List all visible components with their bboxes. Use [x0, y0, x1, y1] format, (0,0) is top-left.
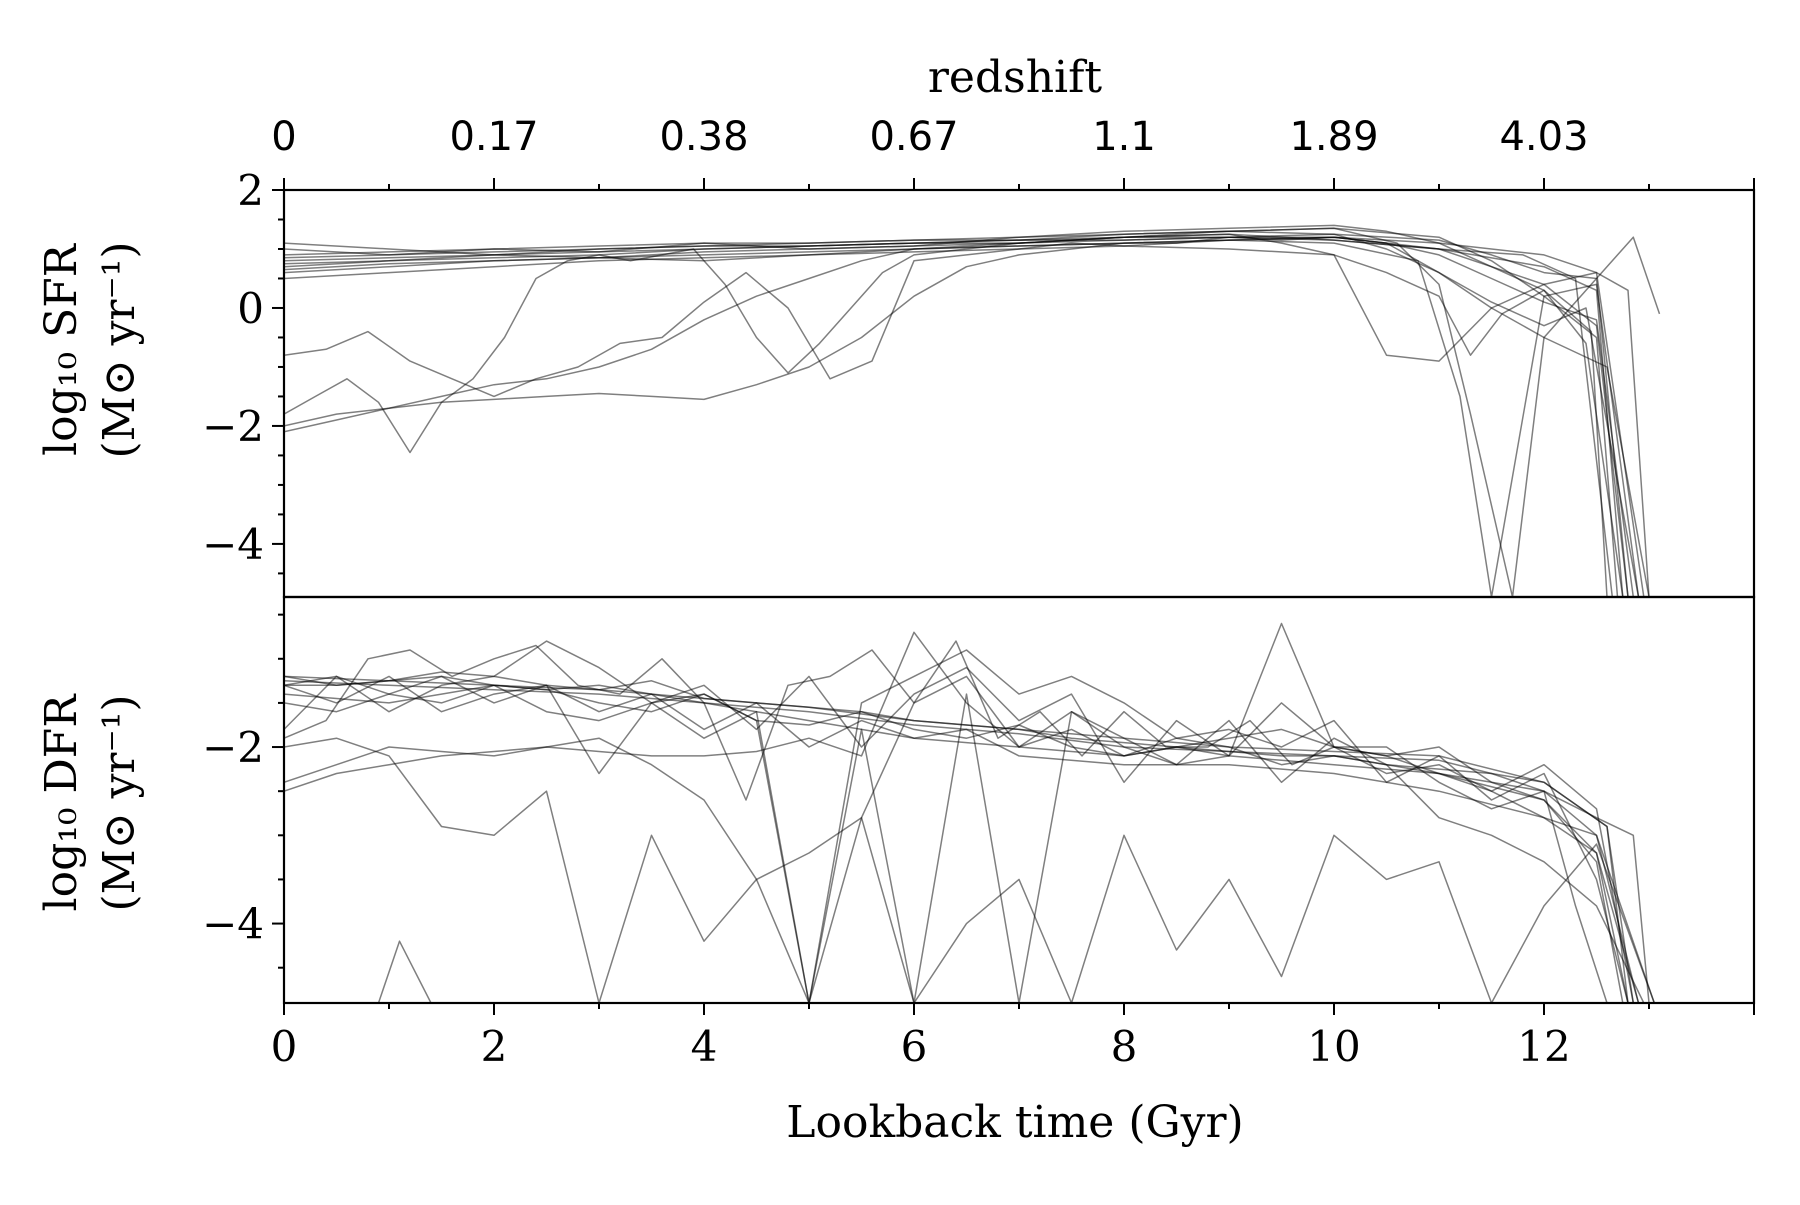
dfr-series-line-11: [284, 684, 1635, 1003]
sfr-series-line-6: [284, 236, 1650, 597]
redshift-tick-label: 4.03: [1499, 114, 1588, 160]
x-tick-label: 8: [1111, 1022, 1138, 1071]
dfr-series-line-10: [284, 675, 1624, 1003]
sfr-ylabel-line1: log₁₀ SFR: [36, 242, 87, 456]
sfr-series-line-5: [284, 236, 1635, 597]
dfr-series-line-12: [284, 675, 1645, 1003]
redshift-tick-label: 0.17: [449, 114, 538, 160]
dfr-series-line-6: [284, 649, 1629, 1003]
sfr-ylabel-line2: (M⊙ yr⁻¹): [94, 242, 145, 459]
sfr-series-line-8: [284, 230, 1640, 597]
x-tick-label: 6: [901, 1022, 928, 1071]
redshift-tick-label: 0.67: [869, 114, 958, 160]
sfr-series-line-14: [284, 236, 1608, 597]
redshift-tick-label: 0.38: [659, 114, 748, 160]
y-tick-label: 0: [237, 284, 264, 333]
dfr-panel: −2 −4: [202, 595, 1756, 1005]
y-tick-label: −4: [202, 900, 264, 949]
dfr-series-line-13: [284, 671, 1629, 1003]
x-tick-label: 0: [271, 1022, 298, 1071]
x-axis-label: Lookback time (Gyr): [786, 1097, 1243, 1148]
y-tick-label: −2: [202, 723, 264, 772]
y-axis-labels: log₁₀ SFR (M⊙ yr⁻¹) log₁₀ DFR (M⊙ yr⁻¹): [36, 242, 145, 912]
dfr-series-line-9: [284, 737, 1656, 1003]
series-group: [284, 622, 1656, 1003]
dfr-series-line-8: [284, 940, 1649, 1003]
series-group: [284, 224, 1661, 597]
y-tick-label: 2: [237, 166, 264, 215]
y-tick-label: −2: [202, 402, 264, 451]
dfr-series-line-14: [284, 622, 1608, 1003]
sfr-series-line-3: [284, 227, 1619, 597]
sfr-series-line-1: [284, 236, 1650, 597]
lookback-time-axis: 0 2 4 6 8 10 12: [271, 1003, 1755, 1071]
sfr-series-line-7: [284, 236, 1614, 597]
dfr-series-line-7: [284, 640, 1656, 1003]
redshift-tick-label: 1.89: [1289, 114, 1378, 160]
sfr-series-line-13: [284, 233, 1661, 315]
dfr-ylabel-line2: (M⊙ yr⁻¹): [94, 695, 145, 912]
y-tick-label: −4: [202, 520, 264, 569]
sfr-series-line-11: [284, 233, 1624, 597]
dfr-ylabel-line1: log₁₀ DFR: [36, 693, 87, 912]
redshift-tick-label: 0: [271, 114, 296, 160]
panel-frame: [282, 595, 1756, 1005]
sfr-series-line-9: [284, 224, 1629, 597]
x-tick-label: 2: [481, 1022, 508, 1071]
x-tick-label: 10: [1307, 1022, 1360, 1071]
dfr-series-line-3: [284, 675, 1629, 1003]
dfr-series-line-2: [284, 675, 1635, 1003]
sfr-series-line-10: [284, 245, 1645, 597]
x-tick-label: 12: [1517, 1022, 1570, 1071]
redshift-title: redshift: [928, 52, 1103, 103]
sfr-panel: 2 0 −2 −4: [202, 166, 1756, 599]
sfr-series-line-12: [284, 227, 1629, 597]
x-tick-label: 4: [691, 1022, 718, 1071]
sfr-series-line-4: [284, 239, 1640, 597]
redshift-tick-label: 1.1: [1092, 114, 1156, 160]
redshift-axis: 0 0.17 0.38 0.67 1.1 1.89 4.03: [271, 114, 1755, 190]
